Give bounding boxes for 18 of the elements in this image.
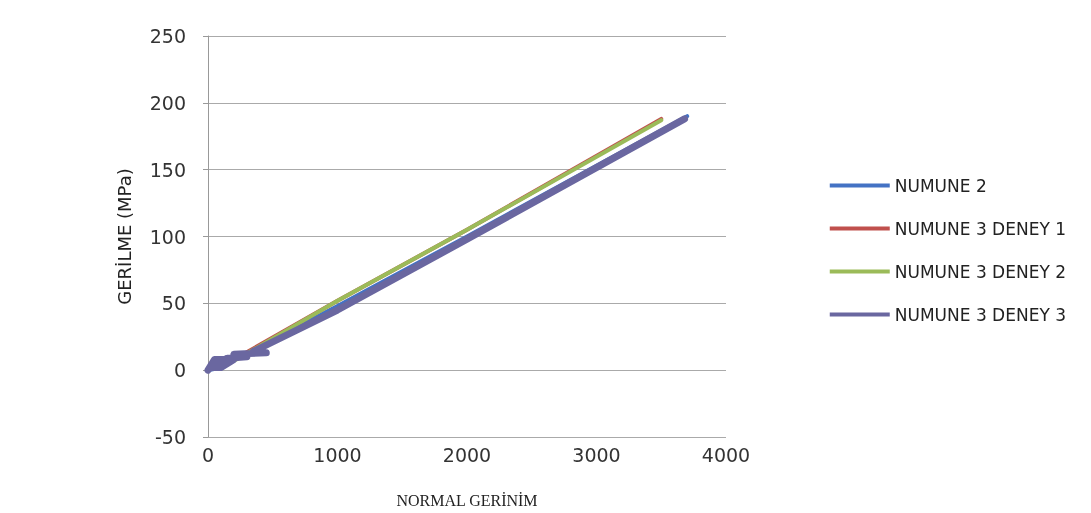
legend-label: NUMUNE 2 <box>894 175 987 196</box>
legend-label: NUMUNE 3 DENEY 2 <box>894 261 1066 282</box>
x-tick-label: 3000 <box>572 443 621 466</box>
y-axis-title: GERİLME (MPa) <box>113 168 135 305</box>
y-tick-label: 150 <box>149 158 186 181</box>
y-tick-label: 250 <box>149 25 186 47</box>
y-tick-label: 100 <box>149 225 186 248</box>
y-tick-label: -50 <box>154 426 186 448</box>
x-tick-label: 4000 <box>701 443 751 466</box>
x-tick-label: 0 <box>201 443 215 466</box>
x-tick-label: 2000 <box>442 443 492 466</box>
x-axis-title: NORMAL GERİNİM <box>396 491 538 509</box>
x-tick-label: 1000 <box>313 443 362 466</box>
y-tick-label: 200 <box>149 91 186 114</box>
legend-label: NUMUNE 3 DENEY 1 <box>894 218 1066 239</box>
legend-label: NUMUNE 3 DENEY 3 <box>894 304 1066 325</box>
y-tick-label: 50 <box>161 292 186 315</box>
y-tick-label: 0 <box>173 359 186 382</box>
